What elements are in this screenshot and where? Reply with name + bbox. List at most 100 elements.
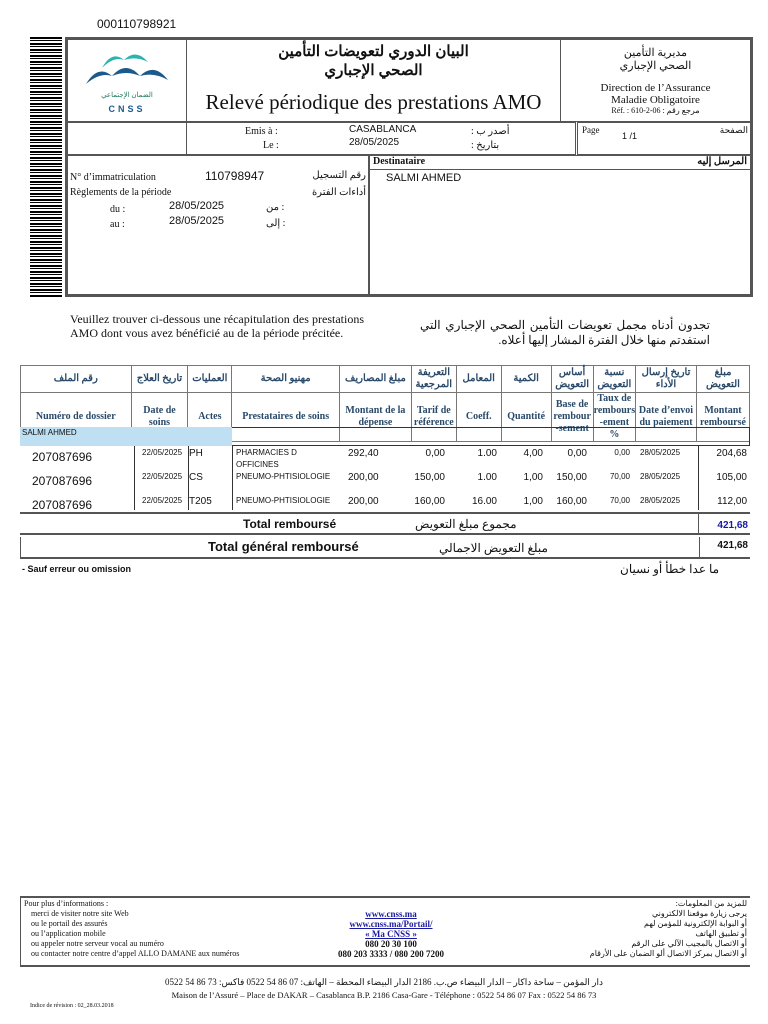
- col-fr: Prestataires de soins: [231, 392, 340, 442]
- title-ar-1: البيان الدوري لتعويضات التأمين: [278, 43, 469, 60]
- col-fr: Tarif de référence: [410, 392, 457, 442]
- info-title-ar: للمزيد من المعلومات:: [675, 899, 747, 908]
- header-frame: [65, 37, 753, 297]
- title-fr: Relevé périodique des prestations AMO: [205, 90, 542, 114]
- cell-coeff: 1.00: [477, 472, 497, 483]
- col-ar: مبلغ المصاريف: [339, 365, 412, 393]
- info-title: Pour plus d’informations :: [24, 899, 109, 908]
- page-cell: Page 1 /1 الصفحة: [577, 122, 751, 155]
- info-link[interactable]: « Ma CNSS »: [365, 929, 417, 939]
- insured-cell: N° d’immatriculation 110798947 رقم التسج…: [67, 155, 369, 295]
- cell-qte: 4,00: [523, 448, 543, 459]
- cell-rembourse: 112,00: [717, 496, 747, 507]
- col-ar: رقم الملف: [20, 365, 132, 393]
- col-ar: العمليات: [187, 365, 233, 393]
- intro-fr: Veuillez trouver ci-dessous une récapitu…: [70, 312, 364, 340]
- col-ar: المعامل: [455, 365, 502, 393]
- immat-ar: رقم التسجيل: [312, 170, 366, 181]
- col-divider: [134, 446, 135, 510]
- period-label: Règlements de la période: [70, 187, 172, 198]
- cell-envoi: 28/05/2025: [640, 448, 681, 457]
- address-fr: Maison de l’Assuré – Place de DAKAR – Ca…: [171, 990, 597, 1000]
- claims-table-header: رقم الملف تاريخ العلاج العمليات مهنيو الصحة…: [20, 365, 751, 442]
- intro-ar: تجدون أدناه مجمل تعويضات التأمين الصحي ا…: [420, 318, 710, 347]
- cell-acte: CS: [189, 472, 203, 483]
- total-value: 421,68: [717, 520, 748, 531]
- grand-total-label: Total général remboursé: [208, 539, 359, 554]
- dept-ar-2: الصحي الإجباري: [619, 60, 692, 72]
- beneficiary-row: [20, 427, 750, 446]
- le-label: Le :: [263, 140, 279, 151]
- disclaimer-ar: ما عدا خطأ أو نسيان: [620, 562, 720, 576]
- au-label: au :: [110, 219, 125, 230]
- col-fr: Coeff.: [455, 392, 502, 442]
- info-text-ar: أو تطبيق الهاتف: [695, 929, 747, 938]
- department-cell: مديرية التأمين الصحي الإجباري Direction …: [560, 39, 751, 122]
- cell-prestataire: PHARMACIES D: [236, 448, 297, 457]
- cnss-logo-icon: [86, 54, 168, 84]
- cell-acte: PH: [189, 448, 203, 459]
- cell-dossier: 207087696: [32, 474, 93, 488]
- reference: Réf. : 610-2-06 : مرجع رقم: [611, 106, 700, 115]
- cell-coeff: 16.00: [471, 496, 497, 507]
- cell-tarif: 160,00: [414, 496, 445, 507]
- info-text-fr: ou contacter notre centre d’appel ALLO D…: [31, 949, 240, 958]
- cell-dossier: 207087696: [32, 498, 93, 512]
- cell-prestataire: PNEUMO-PHTISIOLOGIE: [236, 496, 331, 505]
- logo-cell: الضمان الإجتماعي CNSS: [67, 39, 187, 122]
- cell-taux: 70,00: [609, 496, 630, 505]
- immat-value: 110798947: [205, 169, 265, 183]
- info-text-ar: أو البوابة الإلكترونية للمؤمن لهم: [644, 919, 747, 928]
- cell-qte: 1,00: [523, 472, 543, 483]
- page-ar: الصفحة: [719, 125, 748, 135]
- disclaimer-fr: - Sauf erreur ou omission: [22, 564, 132, 574]
- info-text-fr: merci de visiter notre site Web: [31, 909, 129, 918]
- col-fr: Base de rembour -sement: [550, 392, 594, 442]
- info-box: Pour plus d’informations : للمزيد من الم…: [20, 896, 750, 967]
- col-fr: Montant de la dépense: [339, 392, 412, 442]
- cell-tarif: 150,00: [414, 472, 445, 483]
- recipient-name: SALMI AHMED: [386, 172, 462, 184]
- divider: [699, 537, 700, 557]
- info-link[interactable]: www.cnss.ma: [365, 909, 417, 919]
- du-ar: : من: [266, 202, 285, 213]
- issue-cell: Emis à : CASABLANCA أصدر ب : Le : 28/05/…: [186, 122, 576, 155]
- recipient-label-ar: المرسل إليه: [697, 156, 747, 167]
- info-text-fr: ou l’application mobile: [31, 929, 106, 938]
- info-text-ar: أو الاتصال بمركز الاتصال ألو الضمان على …: [589, 949, 747, 958]
- col-divider: [698, 446, 699, 510]
- cell-base: 0,00: [567, 448, 587, 459]
- header-row-ar: رقم الملف تاريخ العلاج العمليات مهنيو الصحة…: [20, 365, 751, 393]
- recipient-header: [370, 156, 750, 170]
- cell-qte: 1,00: [523, 496, 543, 507]
- divider: [698, 512, 699, 535]
- col-fr: Montant remboursé: [695, 392, 751, 442]
- recipient-label: Destinataire: [373, 156, 426, 167]
- cell-montant: 200,00: [348, 472, 379, 483]
- cell-rembourse: 105,00: [716, 472, 747, 483]
- cell-prestataire-2: OFFICINES: [236, 460, 279, 469]
- col-divider: [232, 446, 233, 510]
- col-ar: نسبة التعويض: [592, 365, 637, 393]
- cell-prestataire: PNEUMO-PHTISIOLOGIE: [236, 472, 331, 481]
- au-value: 28/05/2025: [169, 215, 225, 227]
- title-ar-2: الصحي الإجباري: [324, 62, 423, 79]
- cell-base: 150,00: [556, 472, 587, 483]
- recipient-cell: Destinataire المرسل إليه SALMI AHMED: [369, 155, 751, 295]
- cell-acte: T205: [189, 496, 212, 507]
- title-cell: البيان الدوري لتعويضات التأمين الصحي الإ…: [186, 39, 561, 122]
- logo-arabic: الضمان الإجتماعي: [101, 91, 153, 99]
- col-ar: تاريخ إرسال الأداء: [635, 365, 697, 393]
- emis-label: Emis à :: [245, 126, 278, 137]
- page-value: 1 /1: [622, 131, 638, 141]
- cell-base: 160,00: [556, 496, 587, 507]
- emis-ar: أصدر ب :: [471, 126, 510, 137]
- le-ar: بتاريخ :: [471, 140, 500, 151]
- au-ar: : إلى: [266, 218, 286, 229]
- col-ar: التعريفة المرجعية: [410, 365, 457, 393]
- dept-fr-1: Direction de l’Assurance: [600, 82, 711, 94]
- info-text-ar: أو الاتصال بالمجيب الآلي على الرقم: [631, 939, 747, 948]
- info-link: 080 20 30 100: [365, 939, 417, 949]
- info-link[interactable]: www.cnss.ma/Portail/: [349, 919, 433, 929]
- du-value: 28/05/2025: [169, 200, 225, 212]
